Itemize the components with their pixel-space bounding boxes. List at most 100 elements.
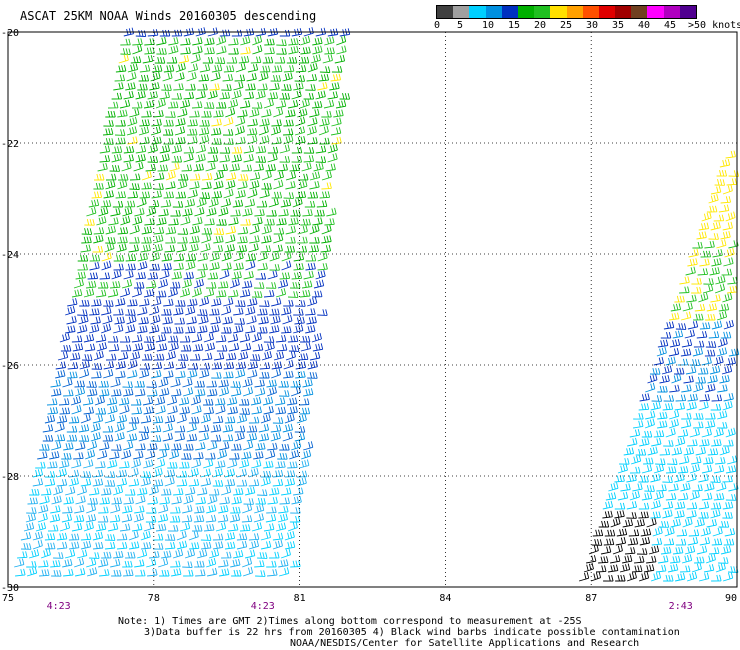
wind-barb (271, 361, 283, 370)
wind-barb (647, 446, 658, 456)
wind-barb (177, 236, 188, 244)
longitude-tick-label: 84 (439, 593, 451, 604)
wind-barb (723, 538, 735, 546)
wind-barb (302, 209, 313, 217)
wind-barb (317, 251, 328, 262)
wind-barb (261, 235, 272, 244)
wind-barb (219, 154, 230, 163)
wind-barb (199, 362, 211, 370)
wind-barb (658, 555, 669, 564)
wind-barb (720, 230, 731, 240)
wind-barb (165, 236, 176, 244)
wind-barb (270, 315, 281, 325)
wind-barb (109, 451, 120, 460)
wind-speed-color-scale (436, 5, 697, 19)
wind-barb (267, 496, 278, 505)
wind-barb (183, 271, 194, 280)
wind-barb (201, 110, 212, 118)
wind-barb (271, 368, 282, 379)
wind-barb (206, 207, 217, 217)
wind-barb (243, 28, 255, 37)
wind-barb (284, 245, 296, 253)
wind-barb (722, 511, 733, 519)
wind-barb (179, 406, 190, 415)
wind-barb (711, 394, 723, 402)
wind-barb (247, 188, 258, 199)
wind-barb (195, 496, 206, 505)
wind-barb (249, 108, 260, 118)
wind-barb (211, 190, 223, 199)
wind-barb (110, 504, 121, 514)
wind-barb (269, 264, 280, 271)
wind-barb (708, 331, 720, 339)
wind-barb (74, 557, 85, 568)
wind-barb (723, 439, 734, 447)
wind-barb (137, 306, 148, 316)
wind-barb (26, 560, 37, 568)
wind-barb (145, 515, 157, 523)
wind-barb (120, 344, 132, 352)
wind-barb (104, 471, 116, 478)
wind-barb (115, 370, 126, 379)
wind-barb (116, 414, 128, 424)
wind-barb (248, 467, 259, 478)
wind-barb (261, 350, 272, 361)
wind-barb (331, 136, 342, 145)
wind-barb (168, 218, 179, 226)
wind-barb (254, 504, 265, 514)
wind-barb (257, 83, 268, 91)
wind-barb (164, 244, 176, 253)
wind-barb (682, 517, 693, 528)
wind-barb (725, 357, 736, 366)
wind-barb (675, 436, 686, 447)
wind-barb (171, 443, 182, 451)
wind-barb (162, 71, 173, 82)
wind-barb (149, 82, 160, 91)
wind-barb (103, 190, 114, 199)
wind-barb (170, 209, 181, 217)
wind-barb (600, 545, 612, 555)
wind-barb (197, 487, 208, 496)
wind-barb (140, 244, 151, 253)
wind-barb (244, 549, 256, 559)
wind-barb (303, 146, 315, 154)
wind-barb (216, 45, 227, 55)
wind-barb (269, 251, 280, 262)
legend-label: 5 (457, 20, 464, 31)
wind-barb (291, 495, 302, 505)
wind-barb (278, 567, 290, 577)
wind-barb (267, 442, 278, 451)
wind-barb (703, 564, 715, 573)
wind-barb (73, 278, 84, 289)
wind-barb (121, 513, 133, 523)
wind-barb (614, 502, 626, 510)
wind-barb (62, 558, 73, 568)
wind-barb (686, 473, 697, 483)
wind-barb (127, 369, 138, 379)
wind-barb (151, 118, 162, 127)
wind-barb (638, 511, 649, 519)
wind-barb (275, 288, 287, 298)
wind-barb (105, 173, 117, 181)
wind-barb (633, 420, 644, 429)
wind-barb (231, 271, 242, 280)
wind-barb (264, 47, 275, 55)
wind-barb (641, 492, 653, 501)
wind-barb (149, 252, 160, 262)
wind-barb (51, 569, 62, 577)
wind-barb (231, 29, 243, 37)
wind-barb (722, 571, 734, 582)
wind-barb (171, 271, 182, 280)
wind-barb (307, 137, 318, 145)
wind-barb (318, 73, 330, 82)
wind-barb (203, 398, 214, 406)
wind-barb (147, 272, 159, 280)
wind-barb (168, 341, 179, 352)
wind-barb (35, 461, 46, 469)
wind-barb (279, 155, 291, 163)
wind-barb (630, 454, 642, 465)
wind-barb (71, 289, 83, 298)
wind-barb (187, 298, 198, 307)
latitude-tick-label: -22 (1, 139, 19, 150)
